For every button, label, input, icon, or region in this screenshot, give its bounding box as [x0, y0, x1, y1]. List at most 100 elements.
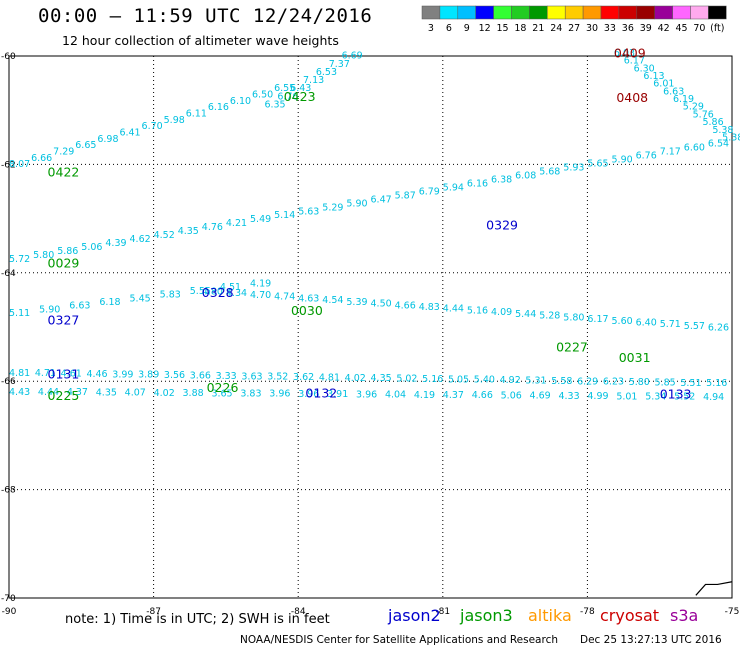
wave-height-value: 3.91 [327, 389, 348, 400]
pass-time-label: 0226 [207, 380, 239, 395]
wave-height-value: 5.16 [706, 378, 727, 389]
wave-height-value: 5.86 [702, 117, 723, 128]
x-tick-label: -87 [146, 607, 161, 617]
wave-height-value: 4.34 [226, 288, 247, 299]
wave-height-value: 5.55 [190, 286, 211, 297]
y-tick-label: -68 [1, 486, 16, 496]
y-tick-label: -62 [1, 160, 16, 170]
wave-height-value: 5.72 [9, 254, 30, 265]
wave-height-value: 5.16 [422, 374, 443, 385]
legend-label: 24 [550, 23, 562, 34]
pass-time-label: 0408 [616, 90, 648, 105]
wave-height-value: 7.37 [329, 59, 350, 70]
wave-height-value: 4.80 [202, 286, 223, 297]
legend-label: 42 [658, 23, 670, 34]
legend-label: 33 [604, 23, 616, 34]
wave-height-value: 5.68 [539, 167, 560, 178]
wave-height-value: 5.98 [164, 115, 185, 126]
coastline [695, 581, 733, 596]
wave-height-value: 8.07 [9, 159, 30, 170]
wave-height-value: 6.30 [634, 63, 655, 74]
wave-height-value: 3.99 [112, 369, 133, 380]
wave-height-value: 6.13 [643, 71, 664, 82]
wave-height-value: 6.29 [577, 376, 598, 387]
wave-height-value: 4.43 [9, 387, 30, 398]
wave-height-value: 5.06 [81, 242, 102, 253]
wave-height-value: 6.53 [316, 67, 337, 78]
plot-frame [8, 55, 733, 599]
wave-height-value: 5.87 [395, 190, 416, 201]
wave-height-value: 5.85 [655, 377, 676, 388]
wave-height-value: 5.94 [443, 182, 464, 193]
legend-label: 36 [622, 23, 634, 34]
wave-height-value: 6.01 [653, 79, 674, 90]
wave-height-value: 4.52 [154, 230, 175, 241]
legend-label: 12 [479, 23, 491, 34]
wave-height-value: 3.33 [216, 371, 237, 382]
wave-height-value: 6.47 [371, 194, 392, 205]
pass-time-label: 0031 [619, 350, 651, 365]
wave-height-value: 5.01 [616, 391, 637, 402]
wave-height-value: 6.17 [624, 56, 645, 67]
wave-height-value: 5.51 [680, 378, 701, 389]
legend-label: 3 [428, 23, 434, 34]
pass-time-label: 0409 [614, 46, 646, 61]
wave-height-value: 5.39 [346, 297, 367, 308]
wave-height-value: 5.14 [274, 210, 295, 221]
x-tick-label: -90 [2, 607, 17, 617]
wave-height-value: 5.16 [467, 305, 488, 316]
wave-height-value: 5.06 [501, 390, 522, 401]
wave-height-value: 3.65 [211, 388, 232, 399]
mission-jason2: jason2 [388, 606, 441, 625]
wave-height-value: 4.99 [587, 391, 608, 402]
wave-height-value: 5.02 [396, 374, 417, 385]
color-legend: 3 6 9 12 15 18 21 24 27 30 33 36 39 42 45 70 (ft) [421, 5, 727, 34]
wave-height-value: 6.76 [277, 91, 298, 102]
wave-height-value: 5.76 [693, 109, 714, 120]
wave-height-value: 6.11 [186, 109, 207, 120]
wave-height-value: 4.94 [703, 392, 724, 403]
wave-height-value: 4.70 [250, 290, 271, 301]
wave-height-value: 6.43 [290, 83, 311, 94]
wave-height-value: 4.62 [130, 234, 151, 245]
wave-height-value: 4.81 [319, 372, 340, 383]
pass-time-label: 0029 [48, 255, 80, 270]
x-tick-label: -75 [725, 607, 740, 617]
legend-label: 18 [514, 23, 526, 34]
wave-height-value: 4.35 [96, 387, 117, 398]
footer-note: note: 1) Time is in UTC; 2) SWH is in fe… [65, 612, 330, 627]
wave-height-value: 4.61 [61, 369, 82, 380]
wave-height-value: 3.96 [269, 389, 290, 400]
legend-label: 70 [693, 23, 705, 34]
pass-time-label: 0328 [202, 285, 234, 300]
wave-height-value: 5.80 [629, 377, 650, 388]
y-tick-label: -70 [1, 594, 16, 604]
wave-height-value: 6.63 [69, 301, 90, 312]
wave-height-value: 5.63 [298, 206, 319, 217]
wave-height-value: 4.83 [419, 302, 440, 313]
wave-height-value: 5.05 [448, 374, 469, 385]
legend-label: (ft) [710, 23, 724, 34]
wave-height-value: 3.63 [241, 371, 262, 382]
wave-height-value: 5.44 [515, 309, 536, 320]
wave-height-value: 4.54 [322, 295, 343, 306]
wave-height-value: 4.19 [414, 390, 435, 401]
wave-height-value: 5.86 [57, 246, 78, 257]
wave-height-value: 3.89 [138, 370, 159, 381]
wave-height-value: 4.02 [345, 373, 366, 384]
wave-height-value: 4.04 [385, 390, 406, 401]
wave-height-value: 4.33 [558, 391, 579, 402]
wave-height-value: 5.65 [587, 159, 608, 170]
wave-height-value: 4.51 [220, 282, 241, 293]
wave-height-value: 5.93 [563, 163, 584, 174]
wave-height-value: 4.39 [105, 238, 126, 249]
footer-timestamp: Dec 25 13:27:13 UTC 2016 [580, 634, 722, 646]
wave-height-value: 5.28 [539, 311, 560, 322]
wave-height-value: 5.34 [645, 392, 666, 403]
wave-height-value: 6.17 [587, 314, 608, 325]
wave-height-value: 4.81 [9, 368, 30, 379]
wave-height-value: 5.40 [474, 375, 495, 386]
wave-height-value: 6.35 [264, 99, 285, 110]
wave-height-value: 3.62 [293, 372, 314, 383]
wave-height-value: 4.35 [371, 373, 392, 384]
